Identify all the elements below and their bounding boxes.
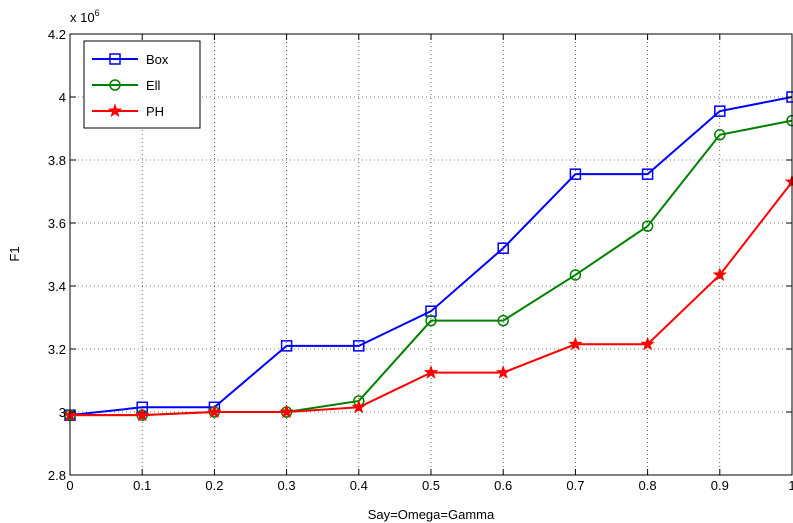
data-point-ph <box>712 267 728 282</box>
x-tick-label: 0.4 <box>350 478 368 493</box>
y-tick-label: 4 <box>59 90 66 105</box>
x-tick-label: 0.8 <box>639 478 657 493</box>
data-point-ph <box>279 404 294 419</box>
data-point-box <box>353 340 365 352</box>
data-point-box <box>641 168 654 180</box>
ticks: 0 0.1 0.2 0.3 0.4 0.5 0.6 0.7 0.8 0.9 1 2.8 3 3.2 3.4 3… <box>48 27 793 493</box>
x-tick-label: 0.9 <box>711 478 729 493</box>
y-tick-label: 2.8 <box>48 468 66 483</box>
data-point-ph <box>423 364 439 379</box>
legend-label-box: Box <box>146 52 169 67</box>
legend-marker-ell <box>109 79 121 91</box>
x-tick-label: 0.7 <box>566 478 584 493</box>
data-point-ell <box>641 220 654 232</box>
series-ph <box>62 174 793 422</box>
data-point-ell <box>425 314 437 327</box>
data-point-ph <box>207 404 222 419</box>
data-point-ell <box>569 269 582 281</box>
x-axis-label: Say=Omega=Gamma <box>368 507 495 522</box>
data-point-box <box>569 168 582 180</box>
legend-item-ell: Ell <box>92 78 161 93</box>
data-point-box <box>714 105 726 117</box>
x-tick-label: 0.5 <box>422 478 440 493</box>
data-point-box <box>497 242 509 254</box>
x-tick-label: 0.6 <box>494 478 512 493</box>
y-tick-label: 3.2 <box>48 342 66 357</box>
data-point-ph <box>495 364 511 379</box>
y-exponent-label: x 106 <box>70 8 100 25</box>
legend-label-ph: PH <box>146 104 164 119</box>
data-point-ph <box>640 336 655 351</box>
data-point-ph <box>568 336 583 351</box>
data-point-ph <box>351 399 367 414</box>
y-tick-label: 3.6 <box>48 216 66 231</box>
y-tick-label: 3.8 <box>48 153 66 168</box>
x-tick-label: 0.3 <box>278 478 296 493</box>
grid <box>70 34 792 475</box>
series-line-box <box>69 96 793 417</box>
data-point-ph <box>134 407 150 422</box>
data-point-ell <box>714 129 726 141</box>
legend-label-ell: Ell <box>146 78 161 93</box>
legend-item-box: Box <box>92 52 169 67</box>
series-layer <box>62 91 793 422</box>
y-tick-label: 4.2 <box>48 27 66 42</box>
legend-marker-box <box>109 53 121 65</box>
y-axis-label: F1 <box>7 246 22 261</box>
data-point-ell <box>497 314 509 327</box>
legend-item-ph: PH <box>92 103 164 119</box>
x-tick-label: 0.1 <box>133 478 151 493</box>
x-tick-label: 1 <box>788 478 793 493</box>
y-tick-label: 3 <box>59 405 66 420</box>
y-tick-label: 3.4 <box>48 279 66 294</box>
x-tick-label: 0.2 <box>205 478 223 493</box>
legend-marker-ph <box>107 103 123 118</box>
data-point-box <box>280 340 293 352</box>
x-tick-label: 0 <box>66 478 73 493</box>
legend: Box Ell PH <box>83 40 201 129</box>
